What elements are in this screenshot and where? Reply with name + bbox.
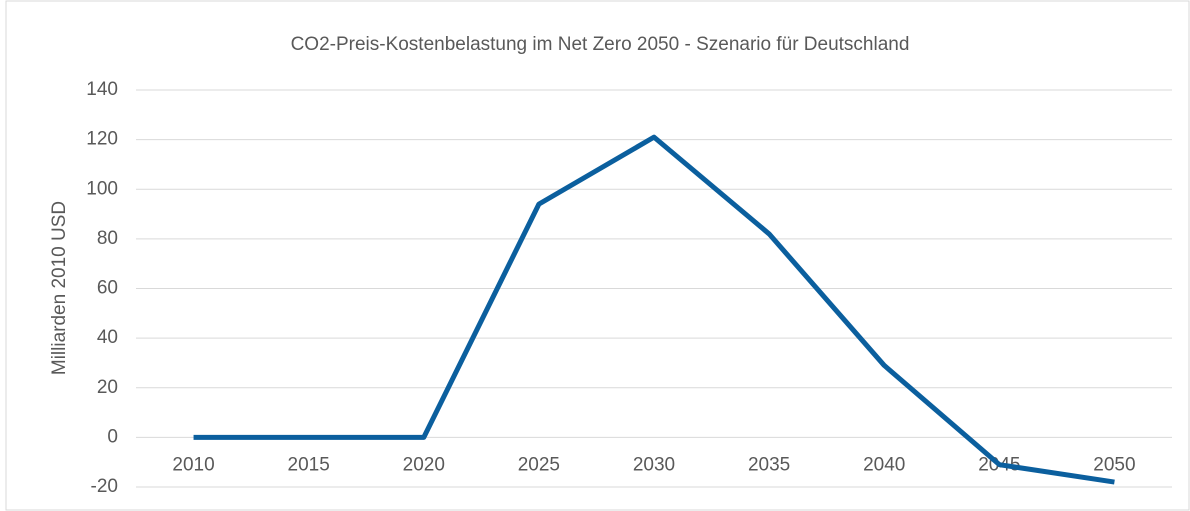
chart-title: CO2-Preis-Kostenbelastung im Net Zero 20…: [291, 34, 910, 55]
x-tick-label: 2020: [403, 454, 445, 475]
x-tick-label: 2015: [288, 454, 330, 475]
x-tick-label: 2010: [172, 454, 214, 475]
x-tick-label: 2035: [748, 454, 790, 475]
y-tick-label: 40: [97, 327, 118, 348]
y-tick-label: 60: [97, 278, 118, 299]
y-tick-label: 120: [86, 129, 118, 150]
y-tick-label: 20: [97, 377, 118, 398]
x-tick-label: 2050: [1093, 454, 1135, 475]
y-tick-label: 0: [107, 426, 118, 447]
y-axis-title: Milliarden 2010 USD: [49, 201, 70, 375]
x-tick-label: 2025: [518, 454, 560, 475]
x-tick-label: 2030: [633, 454, 675, 475]
y-tick-label: 140: [86, 79, 118, 100]
x-tick-label: 2040: [863, 454, 905, 475]
y-tick-label: 80: [97, 228, 118, 249]
data-line: [193, 134, 1115, 485]
y-tick-label: 100: [86, 178, 118, 199]
y-tick-label: -20: [91, 476, 118, 497]
chart-border: [5, 0, 1190, 511]
